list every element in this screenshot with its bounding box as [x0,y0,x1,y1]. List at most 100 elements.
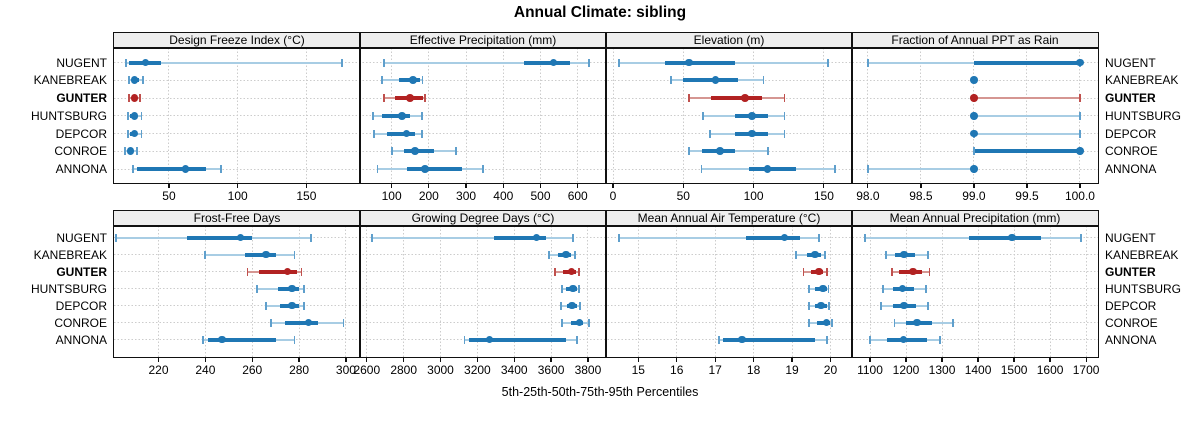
whisker-cap [1079,233,1082,242]
panel-strip-label: Fraction of Annual PPT as Rain [891,33,1059,47]
iqr-bar [683,78,739,83]
v-gridline [869,226,871,357]
x-tick-label: 240 [195,363,216,377]
whisker-cap [808,318,811,327]
x-tick-label: 16 [670,363,684,377]
median-dot [485,335,494,344]
site-label-left: DEPCOR [55,298,107,313]
site-label-left: KANEBREAK [33,73,107,88]
iqr-bar [207,337,276,342]
x-tick-label: 18 [746,363,761,377]
median-dot [130,76,139,85]
median-dot [970,165,978,173]
panel-border [113,32,1099,184]
site-label-left: NUGENT [56,55,107,70]
v-gridline [1013,226,1015,357]
x-tick-label: 220 [148,363,169,377]
median-dot [763,165,772,173]
site-label-right: NUGENT [1105,230,1156,245]
panel-divider [359,33,361,183]
median-dot [909,267,918,276]
whisker-cap [867,58,869,67]
panel-strip [852,211,1098,226]
whisker-cap [309,233,312,242]
panel-divider [359,211,361,357]
x-tick-label: 280 [289,363,310,377]
whisker-cap [302,284,305,293]
whisker-line [973,114,1080,117]
v-gridline [682,48,684,183]
whisker-cap [831,318,834,327]
whisker-cap [256,284,258,293]
whisker-cap [762,76,765,85]
x-tick [905,357,907,362]
x-tick-label: 100.0 [1064,189,1095,203]
whisker-cap [482,165,485,173]
x-tick-label: 600 [567,189,588,203]
whisker-cap [140,111,143,120]
site-label-right: KANEBREAK [1105,73,1179,88]
whisker-cap [973,147,975,156]
whisker-cap [825,335,828,344]
v-gridline [1049,226,1051,357]
whisker-cap [577,267,580,276]
site-label-right: ANNONA [1105,162,1157,176]
axis-caption: 5th-25th-50th-75th-95th Percentiles [501,385,699,399]
site-label-right: NUGENT [1105,55,1156,70]
median-dot [899,335,908,344]
x-tick-label: 50 [162,189,176,203]
whisker-cap [572,233,575,242]
site-label-right: GUNTER [1105,264,1156,279]
x-tick [550,357,552,362]
whisker-cap [140,129,143,138]
x-tick-label: 1600 [1036,363,1064,377]
x-tick-label: 3000 [427,363,454,377]
whisker-cap [383,94,386,102]
whisker-cap [383,58,386,67]
x-tick [587,357,589,362]
panel-strip [852,33,1098,48]
whisker-cap [390,147,393,156]
whisker-cap [879,301,882,310]
x-tick [345,357,347,362]
whisker-line [973,132,1080,135]
v-gridline [366,226,368,357]
whisker-cap [548,250,551,259]
x-tick-label: 98.5 [909,189,933,203]
iqr-bar [722,337,816,342]
x-tick-label: 400 [493,189,514,203]
x-tick-label: 99.5 [1015,189,1039,203]
v-gridline [168,48,170,183]
panel-strip-label: Mean Annual Precipitation (mm) [889,211,1061,225]
x-tick-label: 150 [296,189,317,203]
x-tick-label: 200 [418,189,439,203]
median-dot [532,233,541,242]
whisker-cap [300,267,303,276]
chart-title: Annual Climate: sibling [513,4,687,21]
whisker-cap [867,165,869,173]
median-dot [818,284,827,293]
site-label-right: CONROE [1105,144,1158,159]
x-tick [168,183,170,188]
median-dot [1076,147,1084,156]
whisker-cap [702,111,704,120]
v-gridline [476,226,478,357]
median-dot [567,267,576,276]
x-tick [682,183,684,188]
x-tick-label: 150 [813,189,834,203]
whisker-cap [928,267,931,276]
panel-strip-label: Mean Annual Air Temperature (°C) [637,211,821,225]
median-dot [900,301,909,310]
v-gridline [251,226,253,357]
whisker-cap [700,165,703,173]
site-label-left: CONROE [54,315,107,330]
v-gridline [637,226,639,357]
whisker-cap [808,284,811,293]
panel-strip [360,33,606,48]
whisker-cap [783,111,786,120]
iqr-bar [285,320,318,325]
whisker-cap [827,58,829,67]
x-tick-label: 3600 [537,363,565,377]
median-dot [304,318,313,327]
site-label-right: KANEBREAK [1105,247,1179,262]
